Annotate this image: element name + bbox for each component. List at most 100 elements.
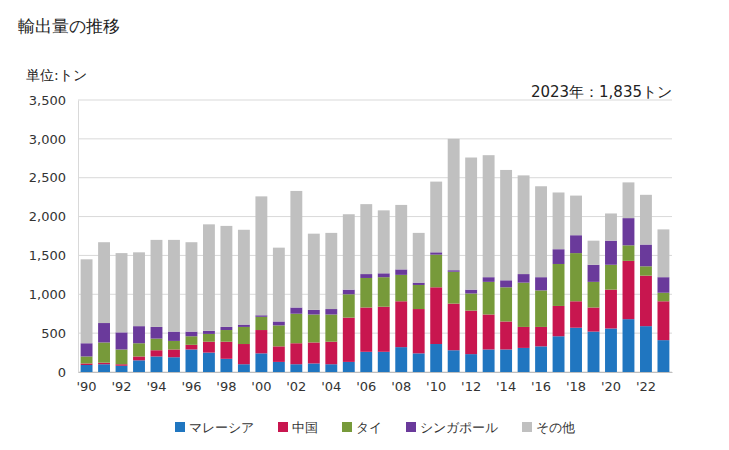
bar	[413, 353, 425, 372]
legend-swatch	[278, 422, 288, 432]
x-tick: '04	[321, 372, 341, 394]
x-tick-label: '90	[77, 379, 97, 394]
bar	[657, 277, 669, 293]
bar	[81, 259, 93, 343]
bar	[465, 354, 477, 372]
bar	[360, 352, 372, 372]
bar	[448, 270, 460, 272]
x-tick: '94	[146, 372, 166, 394]
bar	[273, 321, 285, 325]
x-axis: '90'92'94'96'98'00'02'04'06'08'10'12'14'…	[77, 372, 673, 394]
bar	[81, 356, 93, 363]
y-tick: 3,500	[29, 93, 78, 108]
bar	[378, 277, 390, 307]
bar	[116, 349, 128, 364]
bar	[395, 205, 407, 270]
bar	[98, 342, 110, 362]
grid-line	[78, 372, 672, 373]
bar	[518, 283, 530, 327]
bar	[553, 336, 565, 372]
bar	[308, 234, 320, 310]
bar	[657, 293, 669, 302]
x-tick-label: '02	[286, 379, 306, 394]
bar	[500, 170, 512, 280]
bar	[308, 342, 320, 363]
grid-line	[78, 177, 672, 178]
bar	[395, 275, 407, 301]
bar	[500, 280, 512, 287]
bar	[378, 307, 390, 352]
x-tick: '00	[251, 372, 271, 394]
bar	[640, 245, 652, 267]
bar	[186, 336, 198, 345]
bar	[273, 325, 285, 346]
legend-item: シンガポール	[406, 420, 498, 435]
bar	[343, 214, 355, 289]
legend-label: マレーシア	[189, 420, 254, 435]
bar	[98, 242, 110, 323]
bar	[413, 283, 425, 285]
x-tick-label: '08	[391, 379, 411, 394]
bar	[220, 330, 232, 342]
bar	[203, 334, 215, 342]
bar	[378, 273, 390, 277]
grid-line	[78, 333, 672, 334]
legend-swatch	[175, 422, 185, 432]
bar	[98, 363, 110, 365]
bar	[186, 332, 198, 337]
chart: 輸出量の推移単位:トン2023年：1,835トン05001,0001,5002,…	[0, 0, 729, 450]
bar	[483, 155, 495, 277]
bars	[81, 139, 670, 372]
bar	[430, 182, 442, 253]
legend-item: その他	[522, 420, 575, 435]
bar	[535, 186, 547, 277]
bar	[605, 265, 617, 290]
bar	[255, 196, 267, 315]
bar	[133, 360, 145, 372]
y-tick-label: 0	[58, 365, 66, 380]
bar	[640, 266, 652, 275]
bar	[360, 274, 372, 278]
bar	[151, 339, 163, 351]
bar	[168, 357, 180, 372]
bar	[81, 343, 93, 356]
bar	[220, 359, 232, 372]
x-tick-label: '06	[356, 379, 376, 394]
bar	[343, 294, 355, 317]
bar	[238, 325, 250, 327]
bar	[98, 364, 110, 372]
legend-item: タイ	[342, 420, 382, 435]
legend-label: 中国	[292, 420, 318, 435]
bar	[570, 196, 582, 236]
x-tick: '96	[181, 372, 201, 394]
bar	[98, 323, 110, 342]
bar	[605, 328, 617, 372]
bar	[448, 139, 460, 270]
bar	[168, 240, 180, 332]
x-tick-label: '10	[426, 379, 446, 394]
bar	[116, 366, 128, 372]
bar	[133, 326, 145, 343]
bar	[360, 307, 372, 351]
bar	[413, 285, 425, 309]
bar	[413, 233, 425, 283]
legend-label: その他	[536, 420, 575, 435]
x-tick-label: '16	[531, 379, 551, 394]
x-tick: '22	[636, 372, 656, 394]
bar	[395, 269, 407, 274]
bar	[623, 182, 635, 218]
bar	[448, 304, 460, 351]
y-tick-label: 1,500	[29, 248, 66, 263]
bar	[483, 314, 495, 349]
bar	[343, 290, 355, 295]
grid-line	[78, 100, 672, 101]
bar	[255, 317, 267, 330]
bar	[605, 213, 617, 240]
bar	[588, 332, 600, 372]
bar	[570, 301, 582, 327]
bar	[168, 349, 180, 357]
bar	[588, 282, 600, 308]
bar	[448, 272, 460, 304]
x-tick-label: '12	[461, 379, 481, 394]
bar	[203, 224, 215, 330]
